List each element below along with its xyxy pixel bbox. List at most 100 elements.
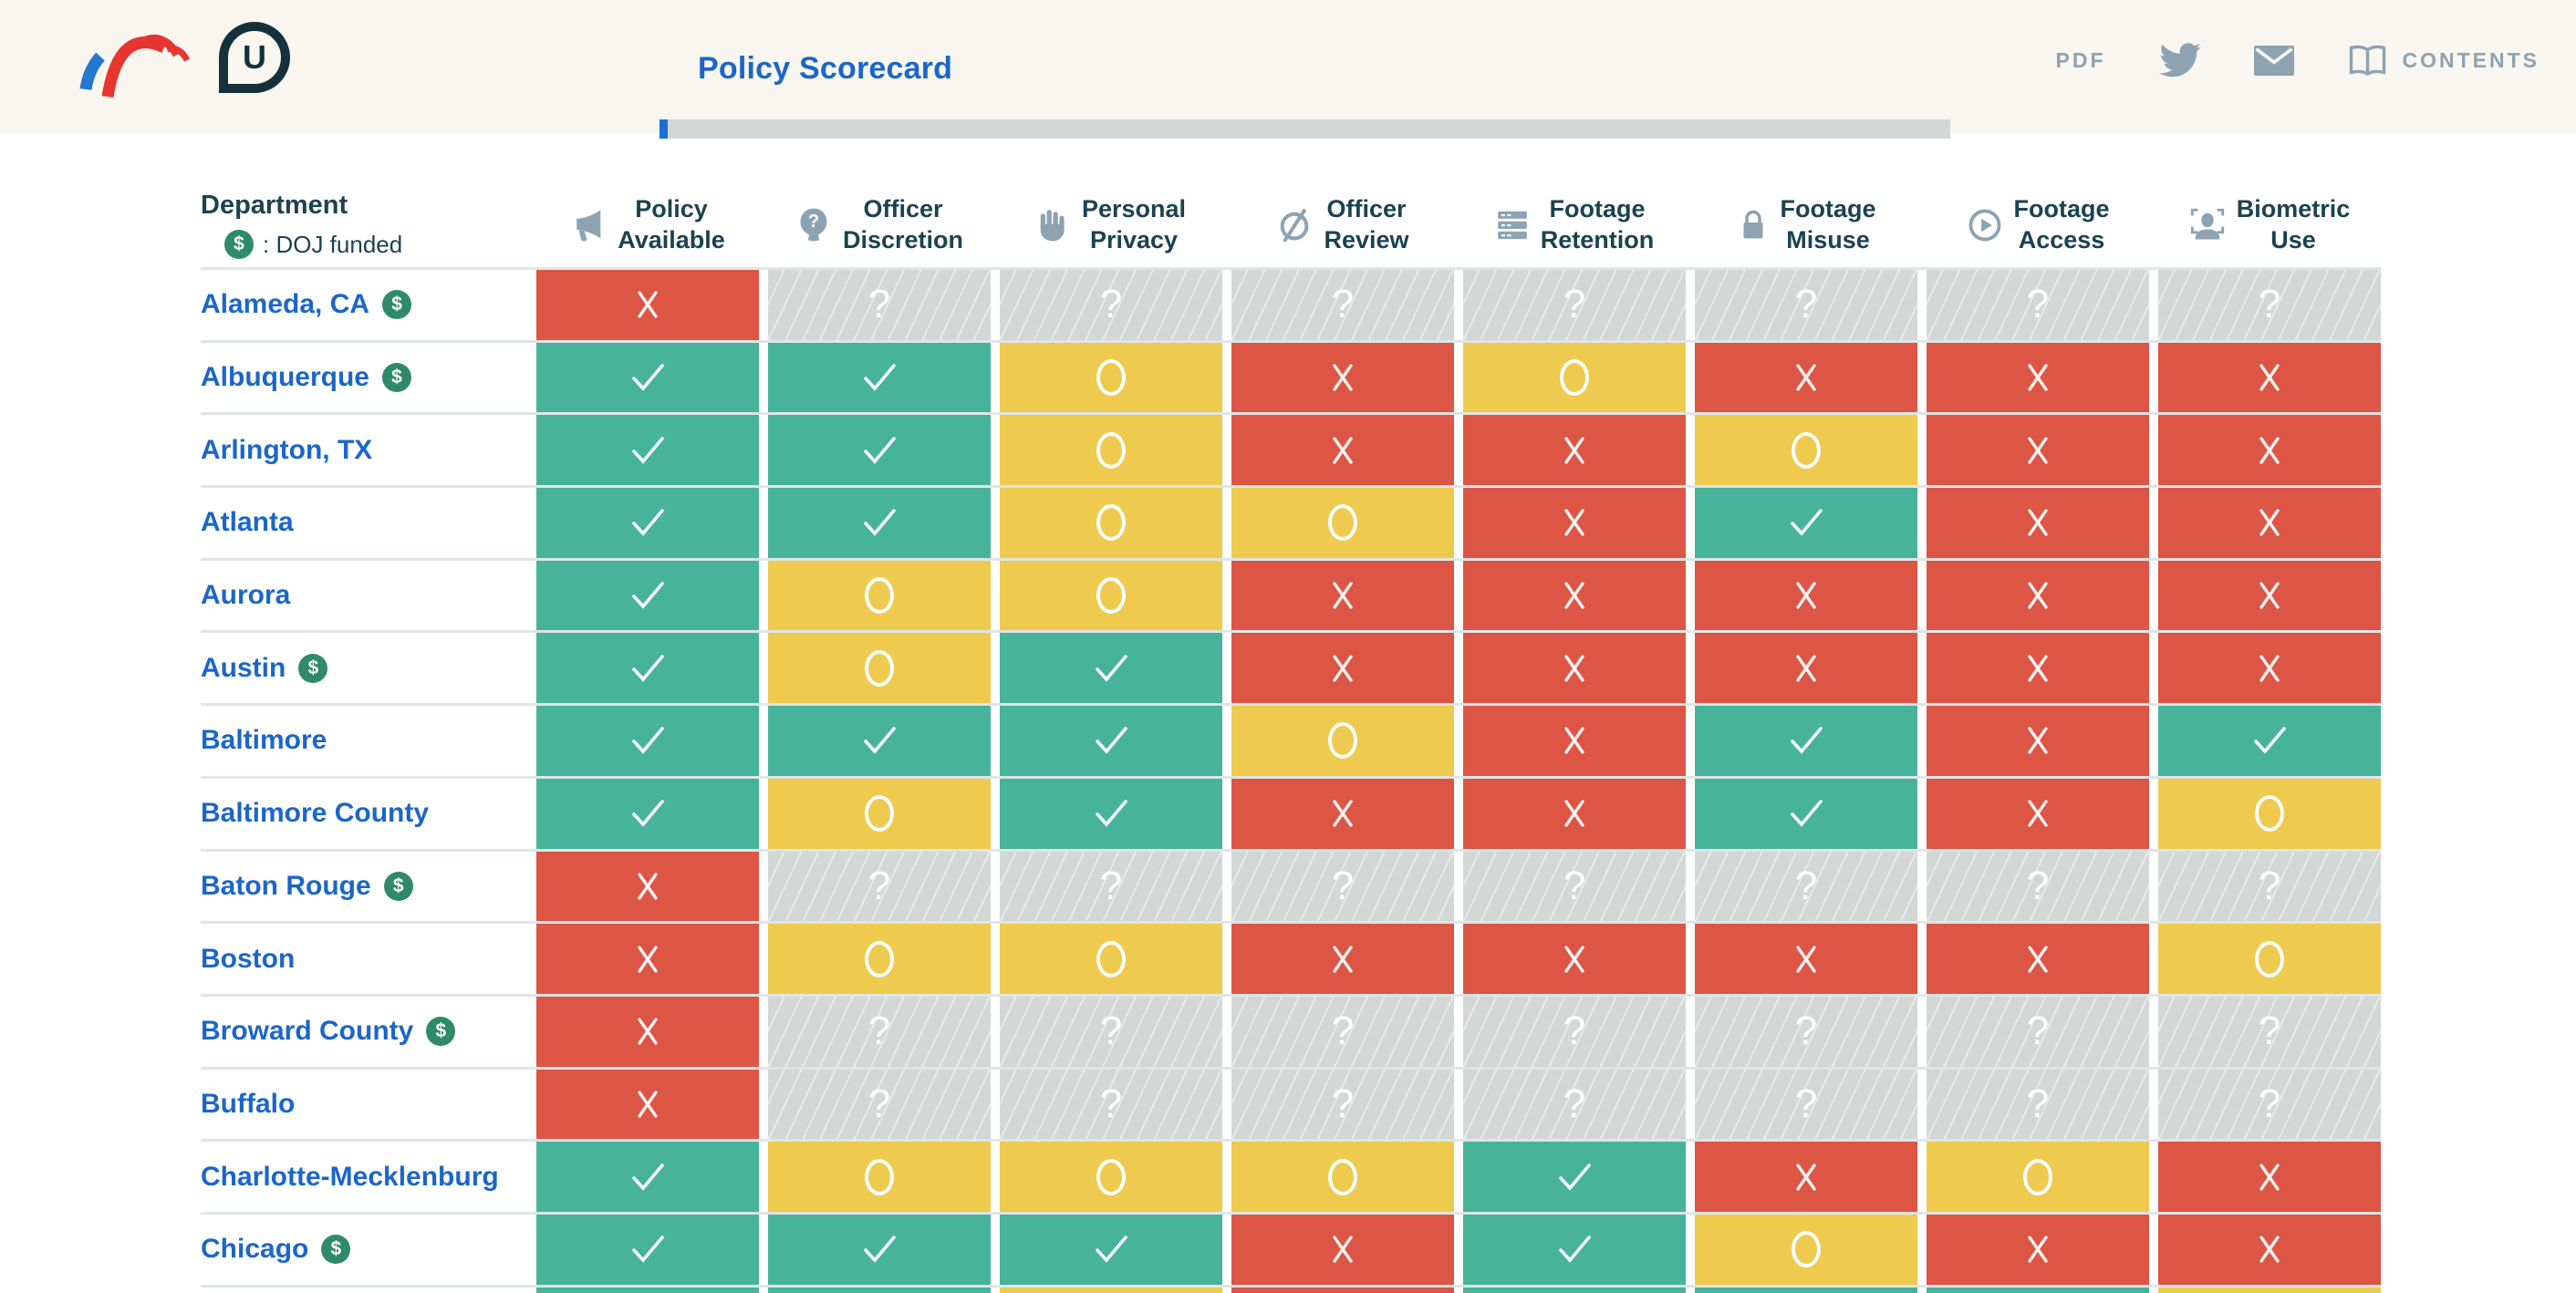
department-link[interactable]: Buffalo (201, 1070, 527, 1140)
status-cell[interactable]: ? (1463, 270, 1686, 340)
department-link[interactable]: Alameda, CA $ (201, 270, 527, 340)
department-link[interactable]: Boston (201, 924, 527, 994)
status-cell[interactable] (768, 488, 991, 558)
status-cell[interactable] (1695, 778, 1917, 849)
status-cell[interactable]: ? (2158, 1069, 2381, 1140)
status-cell[interactable] (768, 342, 991, 413)
status-cell[interactable] (1000, 633, 1222, 704)
status-cell[interactable] (1927, 560, 2149, 631)
status-cell[interactable]: ? (1927, 270, 2149, 340)
status-cell[interactable] (2158, 633, 2381, 704)
status-cell[interactable] (2158, 1214, 2381, 1285)
department-link[interactable]: Baltimore County (201, 779, 527, 849)
envelope-icon[interactable] (2253, 45, 2294, 76)
status-cell[interactable]: ? (768, 1069, 991, 1140)
department-link[interactable]: Albuquerque $ (201, 343, 527, 413)
status-cell[interactable] (1231, 633, 1454, 704)
status-cell[interactable] (1463, 778, 1686, 849)
status-cell[interactable]: ? (768, 270, 991, 340)
status-cell[interactable] (1231, 342, 1454, 413)
department-link[interactable]: Baton Rouge $ (201, 852, 527, 922)
status-cell[interactable]: ? (1000, 996, 1222, 1067)
status-cell[interactable] (768, 1142, 991, 1212)
status-cell[interactable] (1463, 488, 1686, 558)
status-cell[interactable] (536, 415, 759, 486)
status-cell[interactable] (1000, 342, 1222, 413)
status-cell[interactable] (1463, 1214, 1686, 1285)
status-cell[interactable] (536, 560, 759, 631)
status-cell[interactable]: ? (1927, 1069, 2149, 1140)
status-cell[interactable]: ? (1695, 1069, 1917, 1140)
scrollbar-thumb[interactable] (660, 119, 668, 139)
status-cell[interactable] (1695, 415, 1917, 486)
status-cell[interactable] (2158, 560, 2381, 631)
status-cell[interactable]: ? (1463, 996, 1686, 1067)
status-cell[interactable] (1927, 633, 2149, 704)
status-cell[interactable]: ? (1463, 851, 1686, 922)
status-cell[interactable] (2158, 415, 2381, 486)
status-cell[interactable] (2158, 924, 2381, 994)
status-cell[interactable] (1695, 488, 1917, 558)
status-cell[interactable] (1927, 415, 2149, 486)
status-cell[interactable] (768, 1214, 991, 1285)
status-cell[interactable] (1927, 924, 2149, 994)
status-cell[interactable] (1000, 488, 1222, 558)
status-cell[interactable] (1000, 924, 1222, 994)
status-cell[interactable] (536, 1069, 759, 1140)
status-cell[interactable] (1000, 706, 1222, 776)
department-link[interactable]: Aurora (201, 561, 527, 631)
status-cell[interactable] (1231, 560, 1454, 631)
status-cell[interactable] (768, 560, 991, 631)
status-cell[interactable]: ? (1927, 996, 2149, 1067)
status-cell[interactable] (1695, 560, 1917, 631)
status-cell[interactable] (1927, 1142, 2149, 1212)
status-cell[interactable]: ? (1695, 851, 1917, 922)
department-link[interactable]: Arlington, TX (201, 415, 527, 485)
department-link[interactable]: Charlotte-Mecklenburg (201, 1142, 527, 1212)
status-cell[interactable]: ? (768, 996, 991, 1067)
status-cell[interactable]: ? (1000, 1069, 1222, 1140)
status-cell[interactable]: ? (1463, 1069, 1686, 1140)
status-cell[interactable] (768, 924, 991, 994)
status-cell[interactable] (1695, 633, 1917, 704)
department-link[interactable]: Austin $ (201, 633, 527, 703)
status-cell[interactable] (768, 706, 991, 776)
status-cell[interactable] (1231, 778, 1454, 849)
status-cell[interactable] (2158, 1142, 2381, 1212)
status-cell[interactable] (1695, 924, 1917, 994)
twitter-icon[interactable] (2158, 43, 2201, 78)
status-cell[interactable] (2158, 342, 2381, 413)
status-cell[interactable]: ? (2158, 270, 2381, 340)
status-cell[interactable] (1000, 560, 1222, 631)
status-cell[interactable] (1463, 633, 1686, 704)
status-cell[interactable] (1231, 488, 1454, 558)
status-cell[interactable] (1695, 342, 1917, 413)
status-cell[interactable] (1000, 1214, 1222, 1285)
status-cell[interactable] (536, 996, 759, 1067)
status-cell[interactable] (768, 633, 991, 704)
department-link[interactable]: Broward County $ (201, 997, 527, 1067)
department-link[interactable]: Atlanta (201, 488, 527, 558)
status-cell[interactable]: ? (1695, 270, 1917, 340)
status-cell[interactable] (1463, 1142, 1686, 1212)
status-cell[interactable] (536, 778, 759, 849)
status-cell[interactable] (2158, 488, 2381, 558)
status-cell[interactable]: ? (1000, 270, 1222, 340)
status-cell[interactable] (768, 778, 991, 849)
status-cell[interactable] (2158, 706, 2381, 776)
horizontal-scrollbar[interactable] (660, 119, 1950, 139)
status-cell[interactable]: ? (768, 851, 991, 922)
status-cell[interactable] (536, 488, 759, 558)
status-cell[interactable] (1927, 706, 2149, 776)
status-cell[interactable] (1927, 1214, 2149, 1285)
status-cell[interactable]: ? (1927, 851, 2149, 922)
upturn-logo[interactable]: U (219, 22, 290, 93)
status-cell[interactable] (536, 1214, 759, 1285)
status-cell[interactable] (1927, 342, 2149, 413)
contents-button[interactable]: CONTENTS (2347, 45, 2540, 77)
status-cell[interactable] (1463, 342, 1686, 413)
status-cell[interactable]: ? (1000, 851, 1222, 922)
status-cell[interactable] (536, 1142, 759, 1212)
department-link[interactable]: Baltimore (201, 706, 527, 776)
status-cell[interactable] (1463, 706, 1686, 776)
